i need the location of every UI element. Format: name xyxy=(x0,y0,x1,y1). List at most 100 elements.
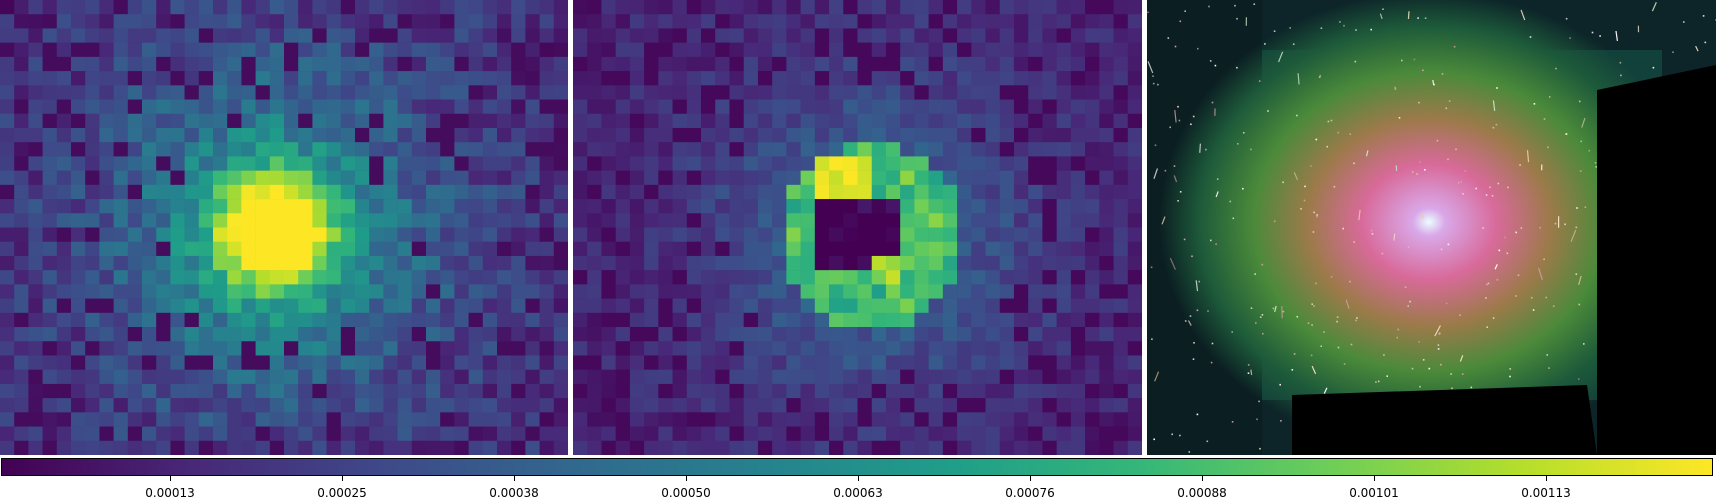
pixel-cell xyxy=(227,14,242,29)
pixel-cell xyxy=(786,71,801,86)
pixel-cell xyxy=(42,156,58,171)
pixel-cell xyxy=(213,440,228,455)
pixel-cell xyxy=(928,184,944,200)
pixel-cell xyxy=(701,199,716,214)
pixel-cell xyxy=(511,0,526,15)
star-point xyxy=(1382,8,1384,10)
star-point xyxy=(1455,148,1457,151)
pixel-cell xyxy=(743,227,759,243)
pixel-cell xyxy=(213,398,228,413)
pixel-cell xyxy=(454,213,469,228)
star-point xyxy=(1169,126,1171,129)
pixel-cell xyxy=(28,298,43,314)
pixel-cell xyxy=(1113,270,1129,285)
pixel-cell xyxy=(14,28,29,43)
pixel-cell xyxy=(957,355,972,370)
star-point xyxy=(1210,361,1213,364)
pixel-cell xyxy=(800,383,816,399)
pixel-cell xyxy=(800,440,816,455)
pixel-cell xyxy=(482,440,498,455)
pixel-cell xyxy=(198,0,214,15)
pixel-cell xyxy=(113,85,129,100)
pixel-cell xyxy=(497,270,512,285)
pixel-cell xyxy=(1099,156,1114,171)
star-point xyxy=(1526,150,1530,163)
pixel-cell xyxy=(411,127,427,143)
pixel-cell xyxy=(312,199,327,214)
pixel-cell xyxy=(743,355,759,370)
pixel-cell xyxy=(553,341,568,356)
pixel-cell xyxy=(942,213,958,228)
pixel-cell xyxy=(800,398,816,413)
pixel-cell xyxy=(440,127,455,143)
pixel-cell xyxy=(1127,99,1142,115)
pixel-cell xyxy=(843,28,858,43)
pixel-cell xyxy=(156,412,171,427)
pixel-cell xyxy=(615,284,631,299)
pixel-cell xyxy=(800,113,816,129)
star-point xyxy=(1215,191,1219,198)
pixel-cell xyxy=(284,56,299,72)
pixel-cell xyxy=(1085,341,1100,356)
pixel-cell xyxy=(241,298,256,314)
pixel-cell xyxy=(156,14,171,29)
pixel-cell xyxy=(900,199,915,214)
pixel-cell xyxy=(942,142,958,157)
pixel-cell xyxy=(957,85,972,100)
pixel-cell xyxy=(28,184,43,200)
pixel-cell xyxy=(942,0,958,15)
pixel-cell xyxy=(99,28,114,43)
pixel-cell xyxy=(942,369,958,385)
pixel-cell xyxy=(127,42,143,58)
pixel-cell xyxy=(701,42,716,58)
pixel-cell xyxy=(411,0,427,15)
pixel-cell xyxy=(156,426,171,442)
pixel-cell xyxy=(113,298,129,314)
pixel-cell xyxy=(843,341,858,356)
pixel-cell xyxy=(999,355,1015,370)
star-point xyxy=(1345,299,1350,309)
pixel-cell xyxy=(715,341,730,356)
pixel-cell xyxy=(1127,398,1142,413)
star-point xyxy=(1296,114,1298,117)
pixel-cell xyxy=(985,426,1001,442)
pixel-cell xyxy=(1013,99,1029,115)
pixel-cell xyxy=(587,113,602,129)
pixel-cell xyxy=(369,213,384,228)
pixel-cell xyxy=(184,42,200,58)
pixel-cell xyxy=(885,440,901,455)
pixel-cell xyxy=(142,113,157,129)
star-point xyxy=(1424,17,1427,19)
pixel-cell xyxy=(227,398,242,413)
pixel-cell xyxy=(156,312,171,328)
pixel-cell xyxy=(629,241,645,257)
star-point xyxy=(1330,276,1333,278)
pixel-cell xyxy=(298,241,313,257)
pixel-cell xyxy=(184,383,200,399)
pixel-cell xyxy=(99,298,114,314)
pixel-cell xyxy=(184,156,200,171)
pixel-cell xyxy=(829,199,844,214)
pixel-cell xyxy=(71,199,86,214)
pixel-cell xyxy=(369,398,384,413)
pixel-cell xyxy=(1056,312,1072,328)
pixel-cell xyxy=(658,412,673,427)
colorbar-tick xyxy=(1202,476,1203,481)
pixel-cell xyxy=(1070,213,1086,228)
pixel-cell xyxy=(312,355,327,370)
pixel-cell xyxy=(0,199,15,214)
pixel-cell xyxy=(772,412,787,427)
pixel-cell xyxy=(701,14,716,29)
pixel-cell xyxy=(701,426,716,442)
pixel-cell xyxy=(928,227,944,243)
pixel-cell xyxy=(1113,113,1129,129)
star-point xyxy=(1151,338,1153,340)
pixel-cell xyxy=(269,156,285,171)
pixel-cell xyxy=(198,241,214,257)
pixel-cell xyxy=(686,241,702,257)
pixel-cell xyxy=(497,241,512,257)
pixel-cell xyxy=(999,0,1015,15)
pixel-cell xyxy=(914,284,929,299)
pixel-cell xyxy=(454,184,469,200)
pixel-cell xyxy=(298,270,313,285)
